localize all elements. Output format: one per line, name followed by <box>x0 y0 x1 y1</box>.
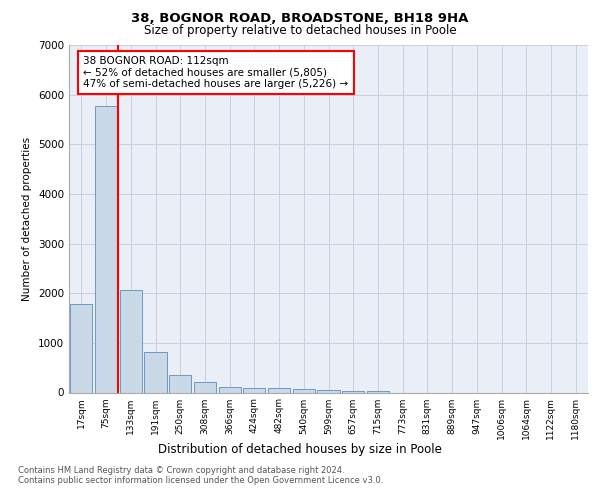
Bar <box>194 382 216 392</box>
Bar <box>119 290 142 392</box>
Bar <box>95 106 117 393</box>
Text: Contains HM Land Registry data © Crown copyright and database right 2024.
Contai: Contains HM Land Registry data © Crown c… <box>18 466 383 485</box>
Text: Distribution of detached houses by size in Poole: Distribution of detached houses by size … <box>158 442 442 456</box>
Bar <box>293 388 315 392</box>
Bar <box>342 390 364 392</box>
Bar <box>243 388 265 392</box>
Bar <box>70 304 92 392</box>
Text: Size of property relative to detached houses in Poole: Size of property relative to detached ho… <box>143 24 457 37</box>
Bar <box>145 352 167 393</box>
Bar <box>317 390 340 392</box>
Text: 38, BOGNOR ROAD, BROADSTONE, BH18 9HA: 38, BOGNOR ROAD, BROADSTONE, BH18 9HA <box>131 12 469 26</box>
Text: 38 BOGNOR ROAD: 112sqm
← 52% of detached houses are smaller (5,805)
47% of semi-: 38 BOGNOR ROAD: 112sqm ← 52% of detached… <box>83 56 349 89</box>
Bar <box>268 388 290 392</box>
Bar <box>218 386 241 392</box>
Bar <box>169 374 191 392</box>
Bar <box>367 391 389 392</box>
Y-axis label: Number of detached properties: Number of detached properties <box>22 136 32 301</box>
